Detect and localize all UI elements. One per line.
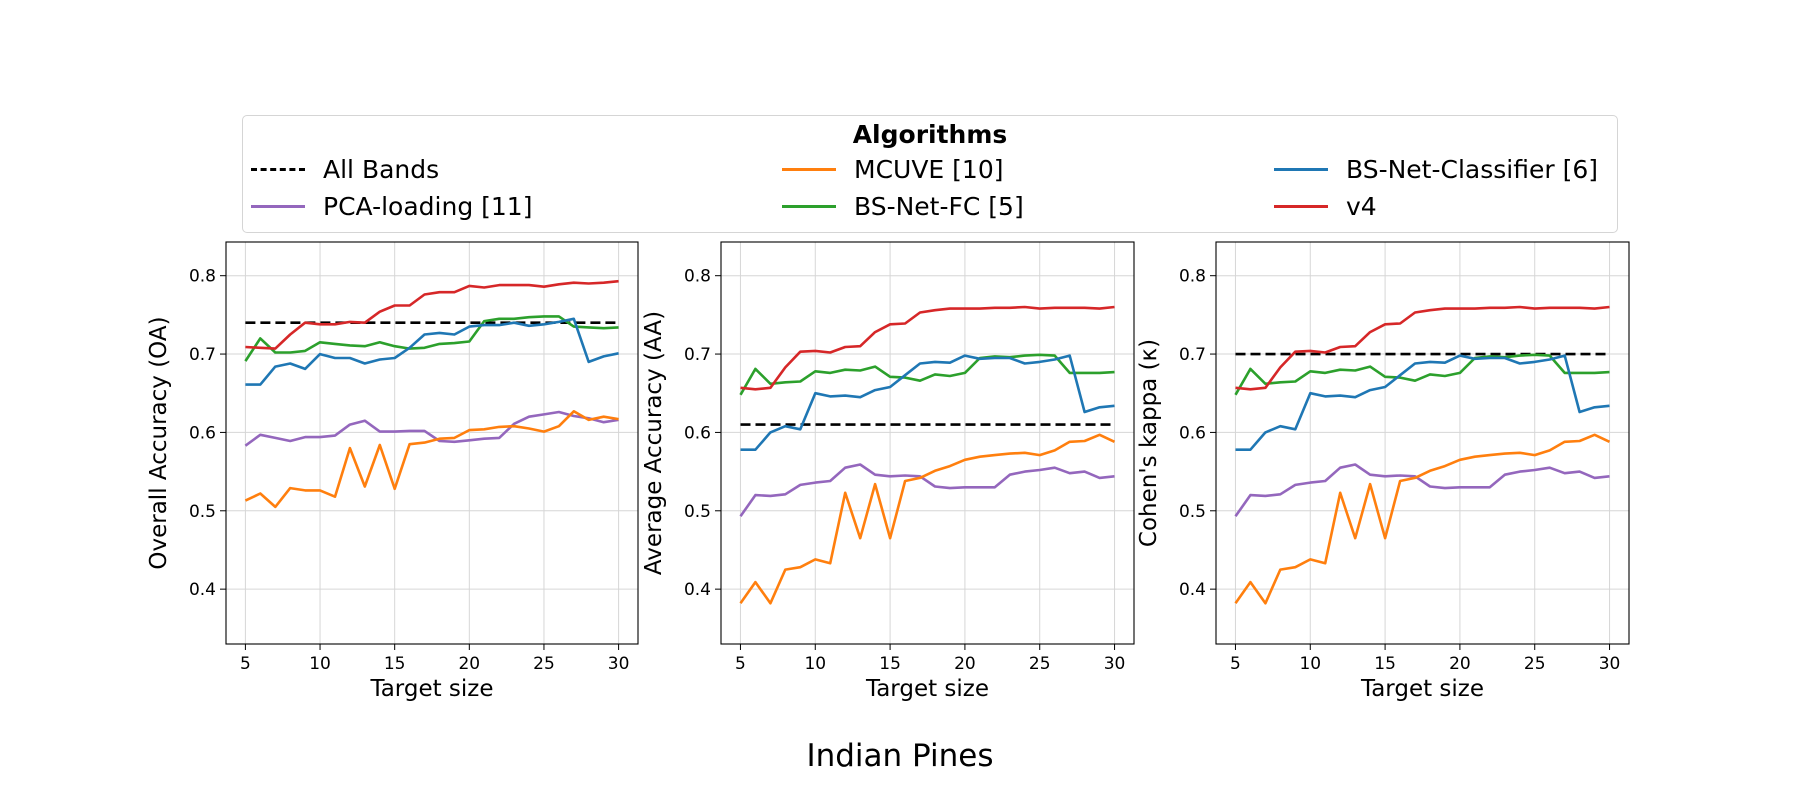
series-line-v4	[740, 305, 1115, 391]
plot-frame	[1215, 241, 1630, 645]
y-axis-label: Cohen's kappa (κ)	[1136, 339, 1162, 547]
x-tick-label: 10	[309, 654, 331, 674]
x-axis-label: Target size	[865, 676, 989, 702]
legend-label: All Bands	[323, 154, 440, 184]
plot-frame	[225, 241, 639, 645]
x-tick-label: 15	[384, 654, 406, 674]
legend-item-bs-net-fc: BS-Net-FC [5]	[782, 191, 1024, 221]
x-tick-label: 5	[1230, 654, 1241, 674]
x-tick-label: 5	[735, 654, 746, 674]
y-tick-label: 0.4	[189, 580, 216, 600]
x-axis-label: Target size	[1360, 676, 1484, 702]
x-tick-label: 25	[1029, 654, 1051, 674]
series-line-pca-loading-11	[244, 410, 619, 447]
y-axis-label: Average Accuracy (AA)	[641, 311, 667, 575]
y-tick-label: 0.8	[684, 267, 711, 287]
x-tick-label: 10	[804, 654, 826, 674]
x-tick-label: 30	[608, 654, 630, 674]
series-line-bs-net-fc-5	[739, 353, 1115, 396]
series-line-v4	[1235, 305, 1610, 391]
legend-swatch-bs-net-fc	[782, 204, 836, 208]
legend-item-v4: v4	[1274, 191, 1377, 221]
y-tick-label: 0.6	[189, 423, 216, 443]
series-line-mcuve-10	[739, 433, 1116, 605]
y-tick-label: 0.5	[1179, 502, 1206, 522]
x-tick-label: 15	[879, 654, 901, 674]
series-line-v4	[245, 279, 619, 350]
legend-label: BS-Net-FC [5]	[854, 191, 1024, 221]
x-tick-label: 20	[458, 654, 480, 674]
legend-item-mcuve: MCUVE [10]	[782, 154, 1004, 184]
x-tick-label: 30	[1104, 654, 1126, 674]
y-tick-label: 0.7	[1179, 345, 1206, 365]
chart-panel-2: 5 10 15 20 25 30 0.4 0.5 0.6 0.7 0.8 Target size Ave…	[641, 241, 1135, 702]
legend-swatch-mcuve	[782, 167, 836, 171]
y-tick-label: 0.6	[1179, 423, 1206, 443]
series-line-mcuve-10	[244, 409, 619, 509]
series-line-bs-net-fc-5	[1234, 353, 1610, 396]
y-tick-label: 0.6	[684, 423, 711, 443]
y-tick-label: 0.8	[1179, 267, 1206, 287]
x-tick-label: 30	[1599, 654, 1621, 674]
x-tick-label: 20	[954, 654, 976, 674]
chart-panel-3: 5 10 15 20 25 30 0.4 0.5 0.6 0.7 0.8 Target size Coh…	[1136, 241, 1630, 702]
y-axis-label: Overall Accuracy (OA)	[146, 316, 172, 569]
chart-panel-1: 5 10 15 20 25 30 0.4 0.5 0.6 0.7 0.8 Target size Ove…	[146, 241, 639, 702]
plot-frame	[720, 241, 1135, 645]
x-tick-label: 15	[1374, 654, 1396, 674]
series-line-bs-net-fc-5	[244, 315, 619, 362]
series-line-bs-net-classifier-6	[740, 354, 1115, 452]
legend-swatch-all-bands	[251, 167, 305, 171]
y-tick-label: 0.8	[189, 267, 216, 287]
y-tick-label: 0.5	[189, 502, 216, 522]
series-line-bs-net-classifier-6	[245, 317, 619, 386]
x-tick-label: 25	[1524, 654, 1546, 674]
y-tick-label: 0.4	[684, 580, 711, 600]
legend-item-bs-net-classifier: BS-Net-Classifier [6]	[1274, 154, 1598, 184]
series-line-pca-loading-11	[1234, 463, 1610, 518]
y-tick-label: 0.4	[1179, 580, 1206, 600]
legend-label: v4	[1346, 191, 1377, 221]
x-axis-label: Target size	[369, 676, 493, 702]
legend-swatch-v4	[1274, 204, 1328, 208]
legend-title: Algorithms	[852, 120, 1008, 149]
x-tick-label: 5	[240, 654, 251, 674]
legend-swatch-pca-loading	[251, 204, 305, 208]
legend-label: MCUVE [10]	[854, 154, 1004, 184]
series-line-pca-loading-11	[739, 463, 1115, 518]
legend-swatch-bs-net-classifier	[1274, 167, 1328, 171]
legend-label: BS-Net-Classifier [6]	[1346, 154, 1598, 184]
x-tick-label: 20	[1449, 654, 1471, 674]
legend: Algorithms All Bands MCUVE [10] BS-Net-C…	[242, 115, 1618, 233]
figure-title: Indian Pines	[806, 738, 994, 774]
legend-item-pca-loading: PCA-loading [11]	[251, 191, 532, 221]
legend-label: PCA-loading [11]	[323, 191, 533, 221]
x-tick-label: 10	[1299, 654, 1321, 674]
y-tick-label: 0.7	[684, 345, 711, 365]
y-tick-label: 0.5	[684, 502, 711, 522]
y-tick-label: 0.7	[189, 345, 216, 365]
legend-item-all-bands: All Bands	[251, 154, 439, 184]
series-line-bs-net-classifier-6	[1235, 354, 1610, 452]
series-line-mcuve-10	[1234, 433, 1611, 605]
x-tick-label: 25	[533, 654, 555, 674]
